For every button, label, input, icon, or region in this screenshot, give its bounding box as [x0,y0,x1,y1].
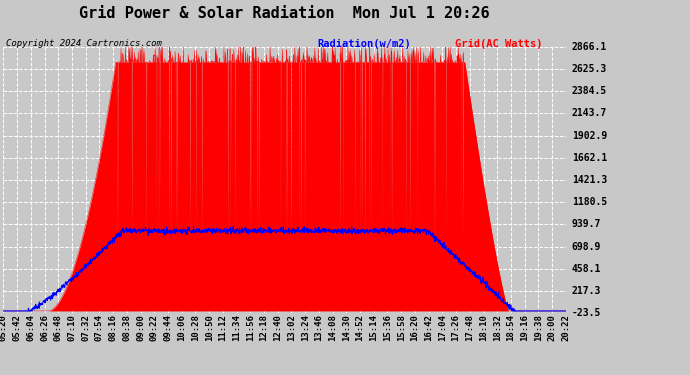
Text: 1662.1: 1662.1 [572,153,607,163]
Text: -23.5: -23.5 [572,308,601,318]
Text: 1902.9: 1902.9 [572,130,607,141]
Text: 458.1: 458.1 [572,264,601,274]
Text: 1421.3: 1421.3 [572,175,607,185]
Text: 698.9: 698.9 [572,242,601,252]
Text: Radiation(w/m2): Radiation(w/m2) [317,39,411,50]
Text: 217.3: 217.3 [572,286,601,296]
Text: 939.7: 939.7 [572,219,601,230]
Text: 2625.3: 2625.3 [572,64,607,74]
Text: Copyright 2024 Cartronics.com: Copyright 2024 Cartronics.com [6,39,161,48]
Text: 2866.1: 2866.1 [572,42,607,52]
Text: Grid(AC Watts): Grid(AC Watts) [455,39,543,50]
Text: 2143.7: 2143.7 [572,108,607,118]
Text: Grid Power & Solar Radiation  Mon Jul 1 20:26: Grid Power & Solar Radiation Mon Jul 1 2… [79,6,490,21]
Text: 1180.5: 1180.5 [572,197,607,207]
Text: 2384.5: 2384.5 [572,86,607,96]
